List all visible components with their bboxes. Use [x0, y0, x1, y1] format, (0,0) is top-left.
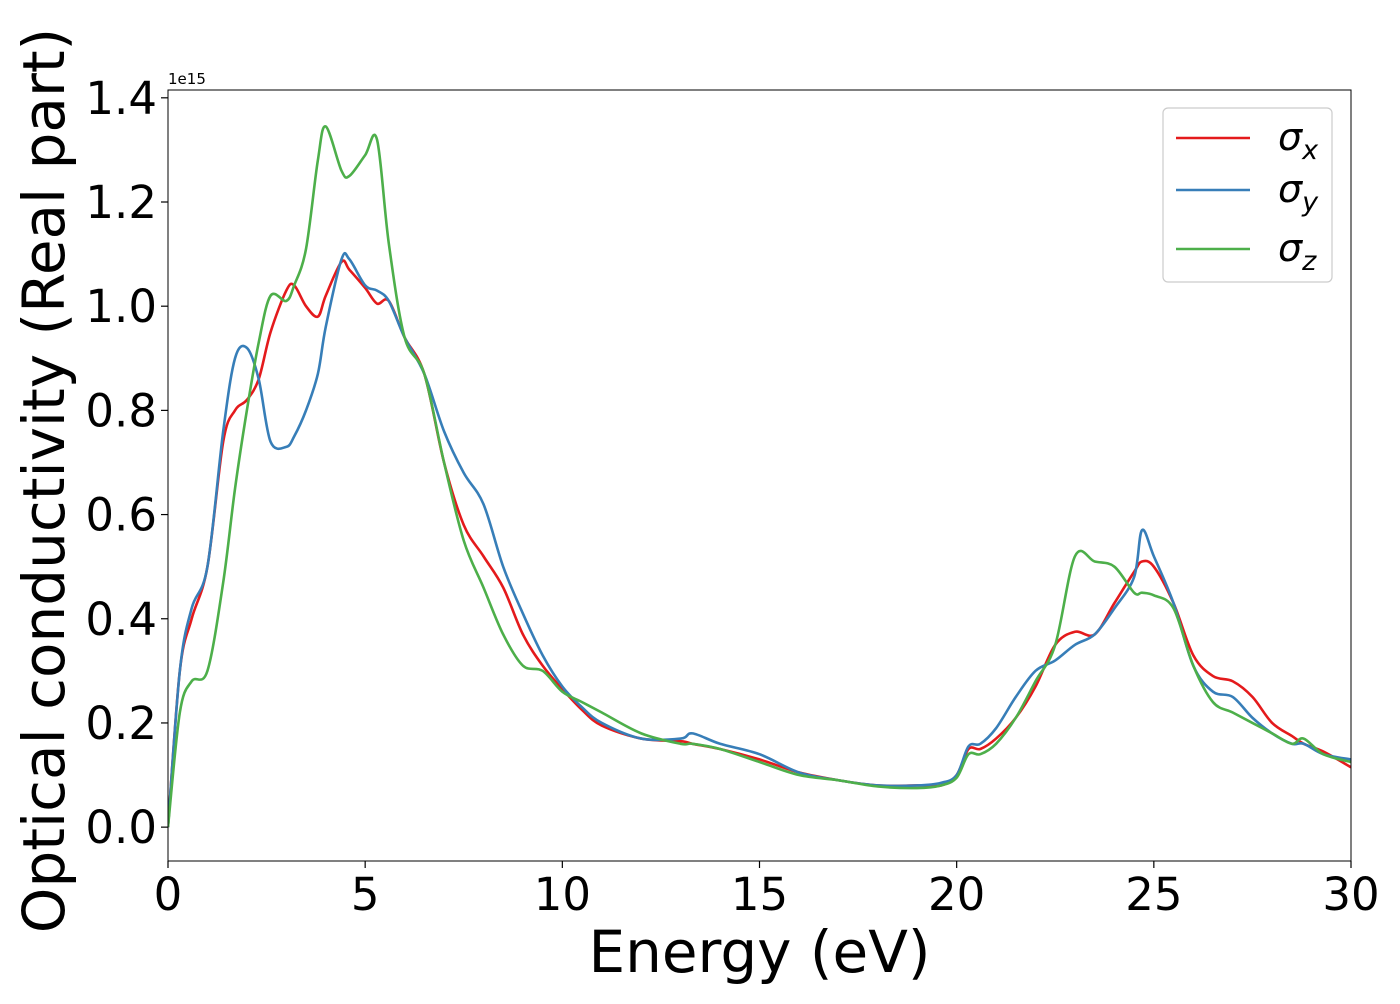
y-tick-label: 1.2 [85, 176, 157, 229]
y-axis-offset-label: 1e15 [168, 70, 206, 88]
y-tick-label: 0.8 [85, 384, 157, 437]
y-axis-label: Optical conductivity (Real part) [10, 28, 78, 933]
y-tick-label: 1.0 [85, 280, 157, 333]
legend-label-x: σx [1278, 115, 1319, 166]
y-tick-label: 0.4 [85, 593, 157, 646]
legend-frame [1162, 107, 1333, 283]
x-tick-label: 15 [731, 868, 788, 921]
y-tick-label: 0.2 [85, 697, 157, 750]
x-axis: 0 5 10 15 20 25 30 [154, 861, 1380, 921]
x-tick-label: 25 [1125, 868, 1182, 921]
y-axis: 0.0 0.2 0.4 0.6 0.8 1.0 1.2 1.4 [85, 72, 168, 854]
series-line-z [168, 125, 1351, 828]
y-tick-label: 1.4 [85, 72, 157, 125]
y-tick-label: 0.0 [85, 801, 157, 854]
series-line-x [168, 259, 1351, 828]
series-group [168, 125, 1351, 828]
y-tick-label: 0.6 [85, 489, 157, 542]
legend-label-z: σz [1278, 226, 1317, 277]
x-axis-label: Energy (eV) [588, 918, 930, 986]
x-tick-label: 0 [154, 868, 183, 921]
x-tick-label: 5 [351, 868, 380, 921]
legend-label-y: σy [1278, 167, 1319, 218]
x-tick-label: 30 [1322, 868, 1379, 921]
x-tick-label: 20 [928, 868, 985, 921]
x-tick-label: 10 [534, 868, 591, 921]
series-line-y [168, 251, 1351, 828]
